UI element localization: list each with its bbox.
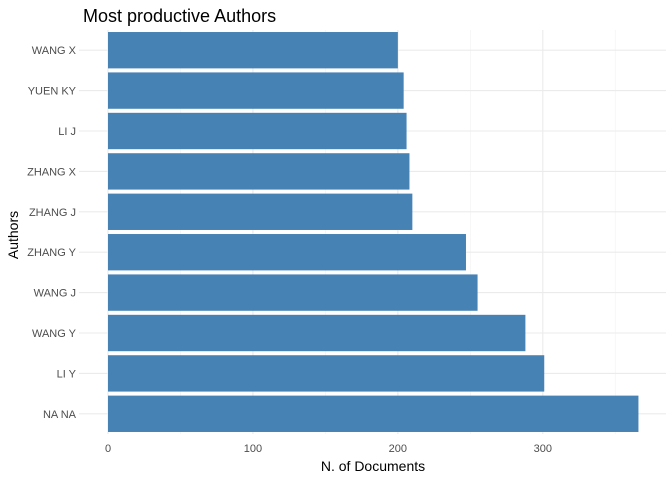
bar [108,274,478,311]
x-axis-tick-labels: 0 100 200 300 [105,443,552,455]
y-tick-label: LI Y [57,368,77,380]
bar [108,72,404,109]
bar [108,355,545,392]
y-tick-label: WANG Y [32,328,77,340]
y-tick-label: ZHANG X [27,166,77,178]
chart-title: Most productive Authors [83,6,276,26]
bar [108,314,526,352]
y-tick-label: NA NA [43,409,77,421]
bar [108,32,398,69]
bar [108,395,639,432]
x-tick-label: 300 [534,443,552,455]
bar [108,193,413,230]
bar [108,234,466,271]
y-tick-label: ZHANG J [29,207,76,219]
x-tick-label: 0 [105,443,111,455]
bars [108,32,639,432]
y-axis-tick-labels: WANG X YUEN KY LI J ZHANG X ZHANG J ZHANG Y WA… [27,45,77,421]
y-tick-label: YUEN KY [28,86,77,98]
y-tick-label: ZHANG Y [27,247,76,259]
bar [108,112,407,150]
x-tick-label: 100 [244,443,262,455]
bar [108,153,410,190]
y-tick-label: WANG X [32,45,77,57]
y-tick-label: LI J [58,126,76,138]
x-axis-title: N. of Documents [321,458,425,474]
y-axis-title: Authors [5,211,21,259]
x-tick-label: 200 [389,443,407,455]
y-tick-label: WANG J [34,288,76,300]
